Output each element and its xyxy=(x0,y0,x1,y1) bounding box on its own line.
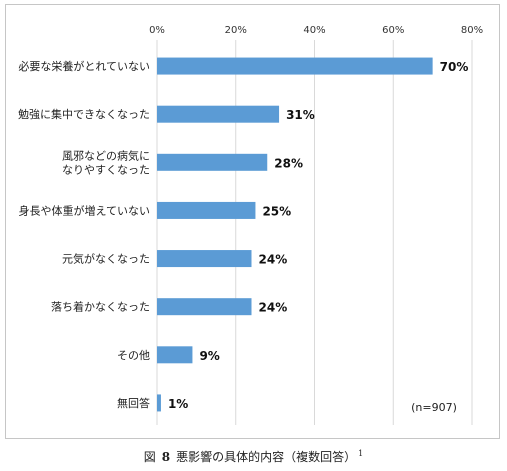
bar xyxy=(157,394,161,412)
value-label: 31% xyxy=(286,108,315,122)
bars xyxy=(157,57,433,412)
category-label: 無回答 xyxy=(117,396,150,410)
category-labels: 必要な栄養がとれていない勉強に集中できなくなった風邪などの病気になりやすくなった… xyxy=(18,59,150,410)
bar-chart: 0% 20% 40% 60% 80% 必要な栄養がとれていない勉強に集中できなくなった風… xyxy=(18,25,483,425)
bar xyxy=(157,346,193,364)
x-tick-label: 60% xyxy=(382,25,404,36)
x-tick-label: 20% xyxy=(225,25,247,36)
figure-caption: 図 8 悪影響の具体的内容（複数回答） 1 xyxy=(0,448,507,465)
bar xyxy=(157,153,268,171)
value-labels: 70% 31% 28% 25% 24% 24% 9% 1% xyxy=(168,60,468,411)
bar xyxy=(157,201,256,219)
x-tick-label: 40% xyxy=(303,25,325,36)
value-label: 24% xyxy=(259,301,288,315)
value-label: 28% xyxy=(274,156,303,170)
value-label: 25% xyxy=(262,204,291,218)
x-tick-labels: 0% 20% 40% 60% 80% xyxy=(149,25,483,36)
caption-footnote: 1 xyxy=(358,449,364,458)
bar xyxy=(157,298,252,316)
caption-title: 悪影響の具体的内容（複数回答） xyxy=(176,450,357,464)
x-tick-label: 80% xyxy=(461,25,483,36)
bar xyxy=(157,105,280,123)
category-label: その他 xyxy=(117,349,150,362)
value-label: 9% xyxy=(199,349,219,363)
bar xyxy=(157,57,433,75)
category-label: 落ち着かなくなった xyxy=(51,300,150,314)
caption-number: 8 xyxy=(161,450,171,464)
category-label: 勉強に集中できなくなった xyxy=(18,107,150,121)
chart-frame xyxy=(5,4,500,439)
value-label: 1% xyxy=(168,397,188,411)
category-label: 身長や体重が増えていない xyxy=(19,203,150,217)
value-label: 70% xyxy=(440,60,469,74)
category-label: 元気がなくなった xyxy=(62,252,150,266)
bar xyxy=(157,250,252,268)
x-tick-label: 0% xyxy=(149,25,165,36)
sample-size-note: (n=907) xyxy=(411,401,457,414)
category-label: 風邪などの病気になりやすくなった xyxy=(62,148,150,176)
caption-prefix: 図 xyxy=(143,450,156,464)
grid-lines xyxy=(156,40,473,425)
category-label: 必要な栄養がとれていない xyxy=(18,59,150,73)
value-label: 24% xyxy=(259,253,288,267)
